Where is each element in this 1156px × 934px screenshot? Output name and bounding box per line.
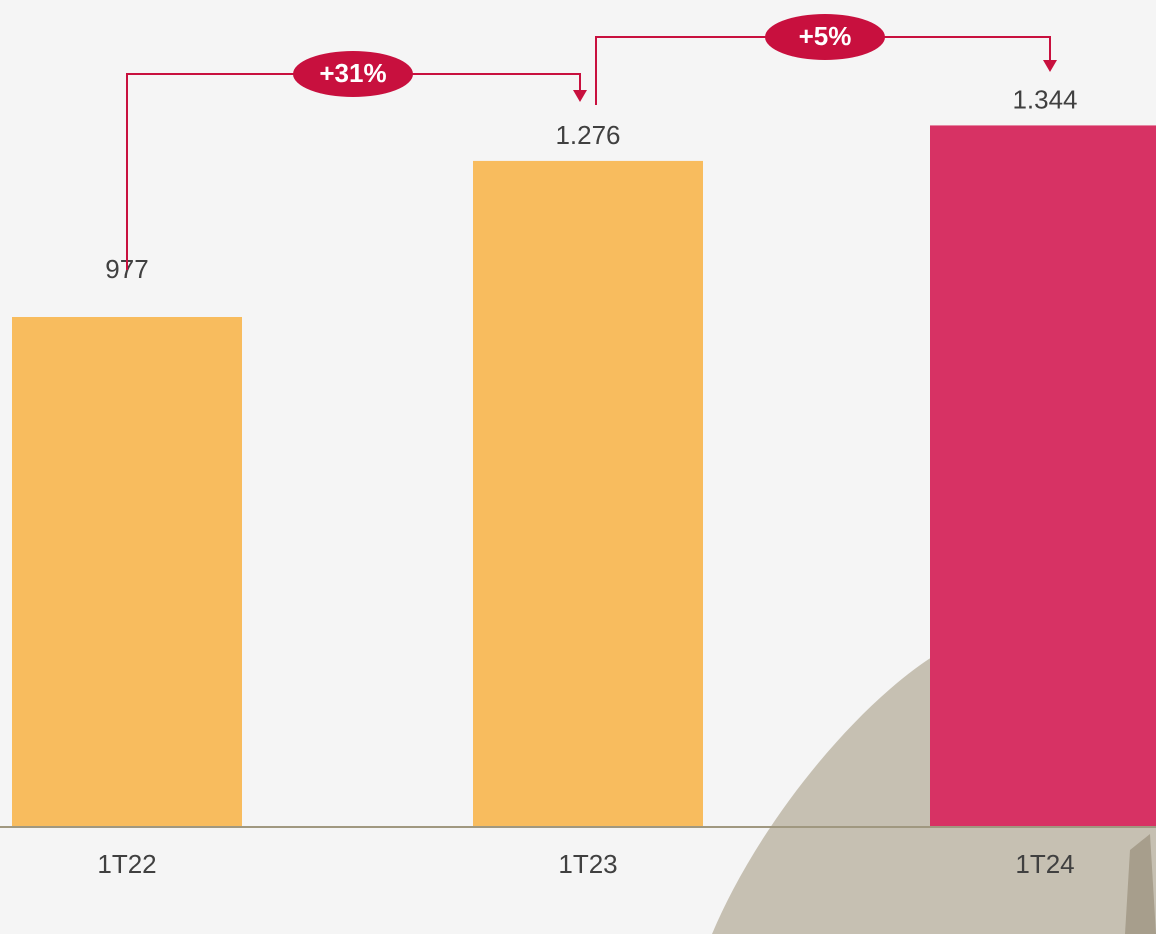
bar <box>930 125 1156 827</box>
value-label: 1.276 <box>555 120 620 150</box>
annotation-label: +5% <box>799 21 852 51</box>
annotation-badge <box>765 14 885 60</box>
arrow-head <box>1043 60 1057 72</box>
bar <box>12 317 242 827</box>
x-tick-label: 1T24 <box>1015 849 1074 879</box>
annotation-label: +31% <box>319 58 386 88</box>
value-label: 1.344 <box>1012 84 1077 114</box>
arrow-head <box>573 90 587 102</box>
decorative-shape <box>1125 834 1156 934</box>
annotation-badge <box>293 51 413 97</box>
x-tick-label: 1T22 <box>97 849 156 879</box>
x-tick-label: 1T23 <box>558 849 617 879</box>
bar <box>473 160 703 828</box>
